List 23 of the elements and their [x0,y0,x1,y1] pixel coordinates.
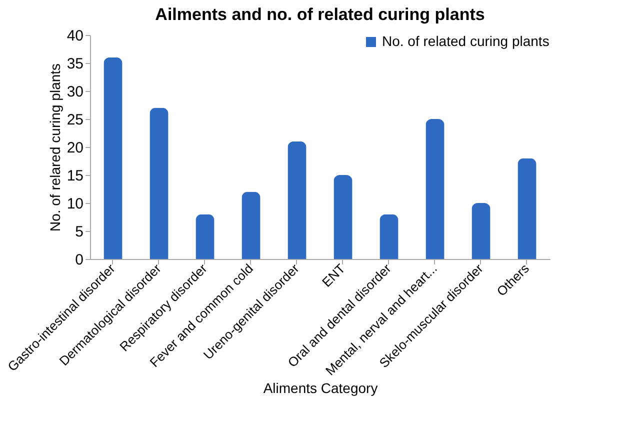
bar [426,119,444,259]
bar [334,175,352,259]
bar [288,141,306,259]
y-tick-label: 15 [66,168,84,184]
y-tick-label: 0 [75,252,84,268]
y-tick-label: 25 [66,112,84,128]
bar [242,192,260,259]
y-tick-label: 5 [75,224,84,240]
y-tick-label: 20 [66,140,84,156]
y-axis-title: No. of relared curing plants [46,63,63,232]
y-tick-label: 10 [66,196,84,212]
x-axis-title: Aliments Category [263,380,378,396]
bar [196,214,214,259]
bar [104,57,122,259]
y-tick-label: 35 [66,56,84,72]
y-tick-label: 30 [66,84,84,100]
bar [472,203,490,259]
bar [518,158,536,259]
legend-label: No. of related curing plants [382,33,550,49]
chart-title: Ailments and no. of related curing plants [155,5,485,24]
bar [380,214,398,259]
y-tick-label: 40 [66,28,84,44]
bar [150,108,168,259]
